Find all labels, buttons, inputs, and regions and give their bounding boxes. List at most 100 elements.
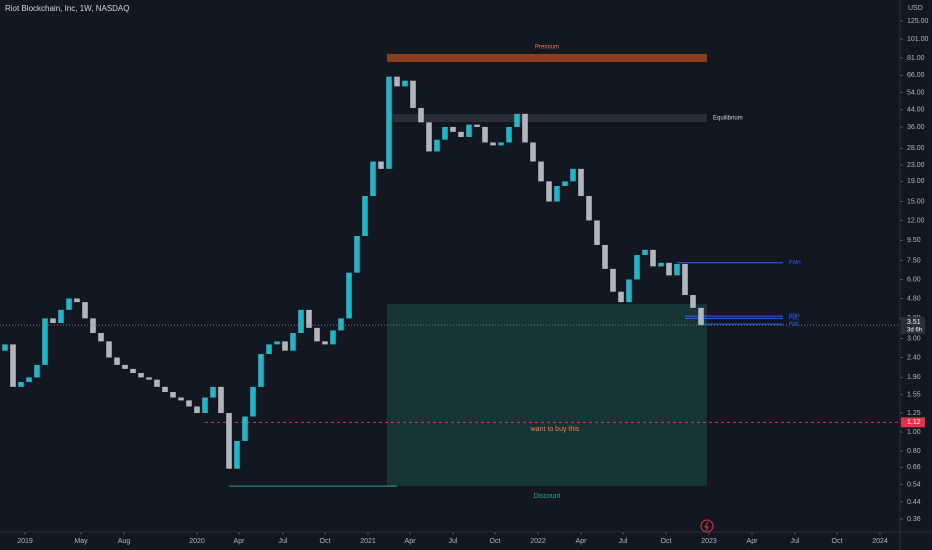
buy-price-label: 1.12 <box>907 419 921 426</box>
candle-body <box>386 76 392 169</box>
candle-body <box>138 373 144 378</box>
y-tick-label: 0.36 <box>907 516 921 523</box>
candle-body <box>242 416 248 441</box>
x-tick-label: Aug <box>118 538 131 545</box>
y-tick-label: 1.00 <box>907 429 921 436</box>
level-label: PDH <box>789 313 800 319</box>
candle-body <box>282 341 288 351</box>
countdown-label: 3d 6h <box>907 328 922 334</box>
y-tick-label: 1.25 <box>907 410 921 417</box>
y-tick-label: 6.00 <box>907 276 921 283</box>
candle-body <box>418 107 424 123</box>
y-tick-label: 28.00 <box>907 145 925 152</box>
y-tick-label: 19.00 <box>907 178 925 185</box>
x-tick-label: Apr <box>234 538 246 545</box>
y-tick-label: 81.00 <box>907 55 925 62</box>
x-tick-label: Apr <box>405 538 417 545</box>
candle-body <box>522 113 528 143</box>
candle-body <box>562 181 568 186</box>
candle-body <box>170 392 176 398</box>
candle-body <box>90 318 96 334</box>
candle-body <box>634 255 640 280</box>
candle-body <box>594 220 600 245</box>
candle-body <box>154 379 160 387</box>
level-label: PDL <box>789 316 799 322</box>
candle-body <box>114 357 120 365</box>
candle-body <box>426 122 432 152</box>
candle-body <box>322 341 328 345</box>
y-tick-label: 0.66 <box>907 464 921 471</box>
candle-body <box>162 386 168 393</box>
candle-body <box>146 377 152 380</box>
candle-body <box>482 126 488 143</box>
x-tick-label: Oct <box>661 538 672 545</box>
discount-label: Discount <box>533 493 560 500</box>
candle-body <box>290 333 296 351</box>
candle-body <box>330 330 336 345</box>
candle-body <box>58 309 64 323</box>
candle-body <box>2 344 8 351</box>
alert-icon[interactable] <box>700 519 714 533</box>
y-tick-label: 9.50 <box>907 237 921 244</box>
y-tick-label: 66.00 <box>907 72 925 79</box>
zone <box>387 53 707 62</box>
x-tick-label: Apr <box>576 538 588 545</box>
candle-body <box>98 333 104 342</box>
candle-body <box>250 386 256 417</box>
candle-body <box>378 161 384 169</box>
candle-body <box>626 279 632 303</box>
x-tick-label: Oct <box>320 538 331 545</box>
candle-body <box>506 126 512 143</box>
candle-body <box>490 142 496 146</box>
candle-body <box>298 309 304 334</box>
x-tick-label: 2021 <box>360 538 376 545</box>
discount-zone <box>387 303 707 487</box>
candle-body <box>178 397 184 401</box>
candle-body <box>106 341 112 358</box>
zone-label: Equilibrium <box>713 116 743 122</box>
candle-body <box>210 386 216 398</box>
x-tick-label: 2024 <box>872 538 888 545</box>
candle-body <box>578 168 584 197</box>
y-tick-label: 4.80 <box>907 295 921 302</box>
y-tick-label: 0.44 <box>907 499 921 506</box>
candle-body <box>514 113 520 127</box>
candle-body <box>354 236 360 273</box>
candle-body <box>18 381 24 387</box>
x-tick-label: 2020 <box>189 538 205 545</box>
zone <box>387 113 707 122</box>
candle-body <box>74 298 80 303</box>
candle-body <box>314 327 320 342</box>
y-tick-label: 1.55 <box>907 392 921 399</box>
y-tick-label: 101.00 <box>907 36 929 43</box>
x-tick-label: Oct <box>832 538 843 545</box>
y-tick-label: 44.00 <box>907 107 925 114</box>
candle-body <box>498 142 504 146</box>
candle-body <box>234 440 240 469</box>
candle-body <box>82 302 88 319</box>
candle-body <box>698 307 704 326</box>
x-tick-label: 2022 <box>530 538 546 545</box>
buy-price-tag <box>901 417 925 428</box>
candle-body <box>570 168 576 182</box>
y-tick-label: 125.00 <box>907 18 929 25</box>
price-unit: USD <box>908 5 923 12</box>
candle-body <box>274 341 280 345</box>
y-tick-label: 36.00 <box>907 124 925 131</box>
candle-body <box>682 263 688 296</box>
y-tick-label: 12.00 <box>907 217 925 224</box>
candle-body <box>650 249 656 267</box>
candle-body <box>466 124 472 137</box>
y-tick-label: 15.00 <box>907 198 925 205</box>
candle-body <box>458 131 464 137</box>
candle-body <box>474 124 480 127</box>
candle-body <box>346 272 352 319</box>
candle-body <box>658 262 664 267</box>
last-price-label: 3.51 <box>907 319 921 326</box>
x-tick-label: Oct <box>490 538 501 545</box>
candle-body <box>402 80 408 87</box>
candle-body <box>122 364 128 369</box>
candle-body <box>218 386 224 414</box>
candle-body <box>202 397 208 414</box>
